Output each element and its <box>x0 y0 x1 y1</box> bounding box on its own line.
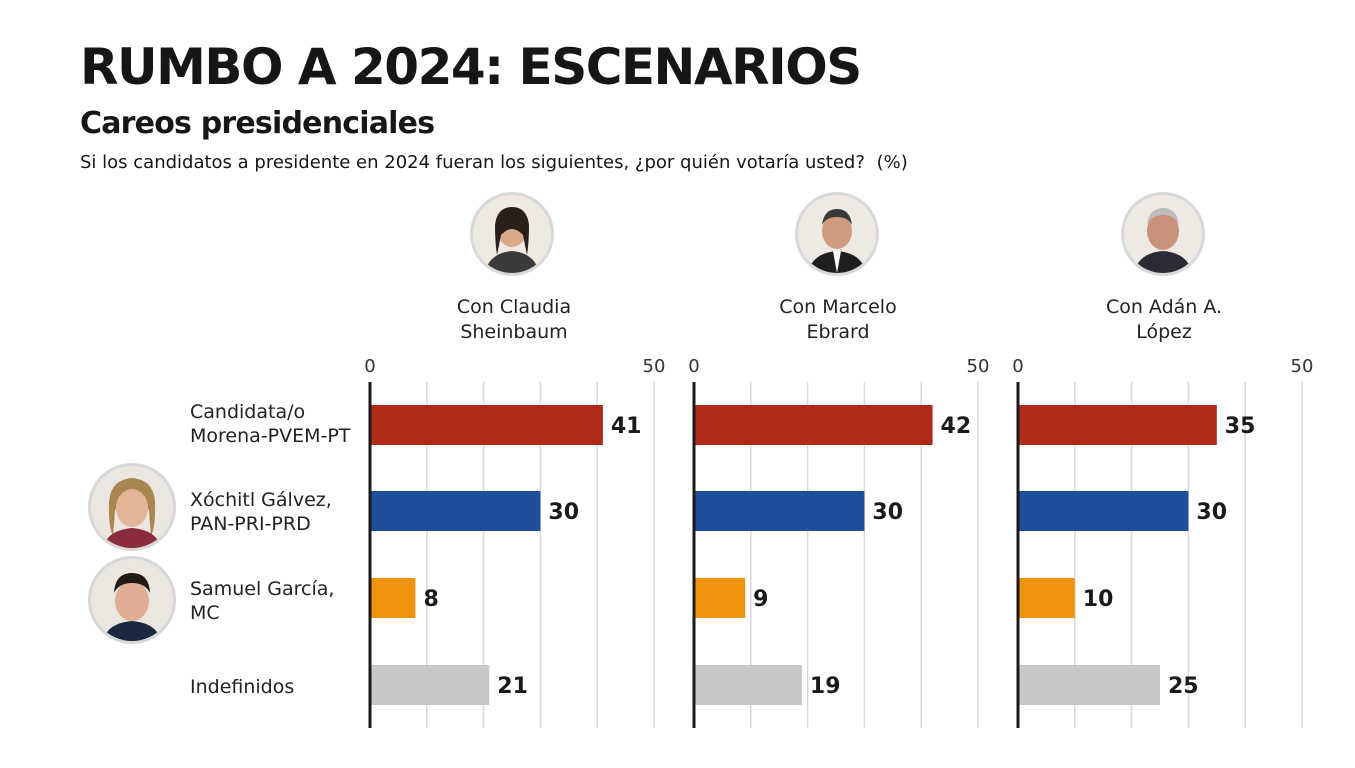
panel-head-line2: Sheinbaum <box>460 321 568 343</box>
bar <box>370 665 490 705</box>
row-label-line1: Candidata/o <box>190 401 306 423</box>
data-label: 30 <box>548 500 579 525</box>
person-portrait-icon <box>1124 195 1202 273</box>
data-label: 41 <box>611 414 642 439</box>
panel-head-sheinbaum: Con Claudia Sheinbaum <box>394 295 634 345</box>
marcelo-ebrard-avatar <box>795 192 879 276</box>
page-subtitle: Careos presidenciales <box>80 106 435 141</box>
row-label-galvez: Xóchitl Gálvez, PAN-PRI-PRD <box>190 488 370 536</box>
tick-label: 0 <box>1012 356 1023 377</box>
bar <box>1018 405 1217 445</box>
bar <box>694 665 802 705</box>
data-label: 10 <box>1083 587 1114 612</box>
row-label-line1: Samuel García, <box>190 578 335 600</box>
bar <box>1018 491 1189 531</box>
tick-label: 50 <box>967 356 990 377</box>
panel-head-line2: López <box>1136 321 1192 343</box>
row-label-line2: MC <box>190 602 220 624</box>
samuel-garcia-avatar <box>88 556 176 644</box>
bar <box>694 491 865 531</box>
data-label: 21 <box>497 674 528 699</box>
bar <box>694 405 933 445</box>
data-label: 30 <box>872 500 903 525</box>
tick-label: 50 <box>1291 356 1314 377</box>
row-label-line2: PAN-PRI-PRD <box>190 513 311 535</box>
adan-augusto-lopez-avatar <box>1121 192 1205 276</box>
page-title: RUMBO A 2024: ESCENARIOS <box>80 38 862 96</box>
data-label: 19 <box>810 674 841 699</box>
bar <box>370 491 541 531</box>
panel-head-ebrard: Con Marcelo Ebrard <box>718 295 958 345</box>
person-portrait-icon <box>91 466 173 548</box>
bar <box>370 578 416 618</box>
panel-head-line1: Con Marcelo <box>779 296 897 318</box>
person-portrait-icon <box>91 559 173 641</box>
bar <box>694 578 746 618</box>
bar <box>370 405 603 445</box>
tick-label: 0 <box>364 356 375 377</box>
unit-label: (%) <box>876 152 908 173</box>
bar <box>1018 578 1075 618</box>
row-label-morena: Candidata/o Morena-PVEM-PT <box>190 400 370 448</box>
panel-head-line1: Con Adán A. <box>1105 296 1223 318</box>
row-label-indefinidos: Indefinidos <box>190 675 370 699</box>
tick-label: 0 <box>688 356 699 377</box>
panel-head-lopez: Con Adán A. López <box>1044 295 1284 345</box>
row-label-line2: Morena-PVEM-PT <box>190 425 351 447</box>
person-portrait-icon <box>798 195 876 273</box>
data-label: 9 <box>753 587 768 612</box>
data-label: 35 <box>1225 414 1256 439</box>
row-label-line1: Indefinidos <box>190 676 295 698</box>
data-label: 30 <box>1196 500 1227 525</box>
data-label: 42 <box>941 414 972 439</box>
person-portrait-icon <box>473 195 551 273</box>
survey-question: Si los candidatos a presidente en 2024 f… <box>80 152 908 173</box>
claudia-sheinbaum-avatar <box>470 192 554 276</box>
xochitl-galvez-avatar <box>88 463 176 551</box>
row-label-line1: Xóchitl Gálvez, <box>190 489 332 511</box>
panel-head-line1: Con Claudia <box>456 296 572 318</box>
panel-head-line2: Ebrard <box>806 321 870 343</box>
data-label: 8 <box>423 587 438 612</box>
question-text: Si los candidatos a presidente en 2024 f… <box>80 152 865 173</box>
row-label-garcia: Samuel García, MC <box>190 577 370 625</box>
bar <box>1018 665 1160 705</box>
data-label: 25 <box>1168 674 1199 699</box>
tick-label: 50 <box>643 356 666 377</box>
